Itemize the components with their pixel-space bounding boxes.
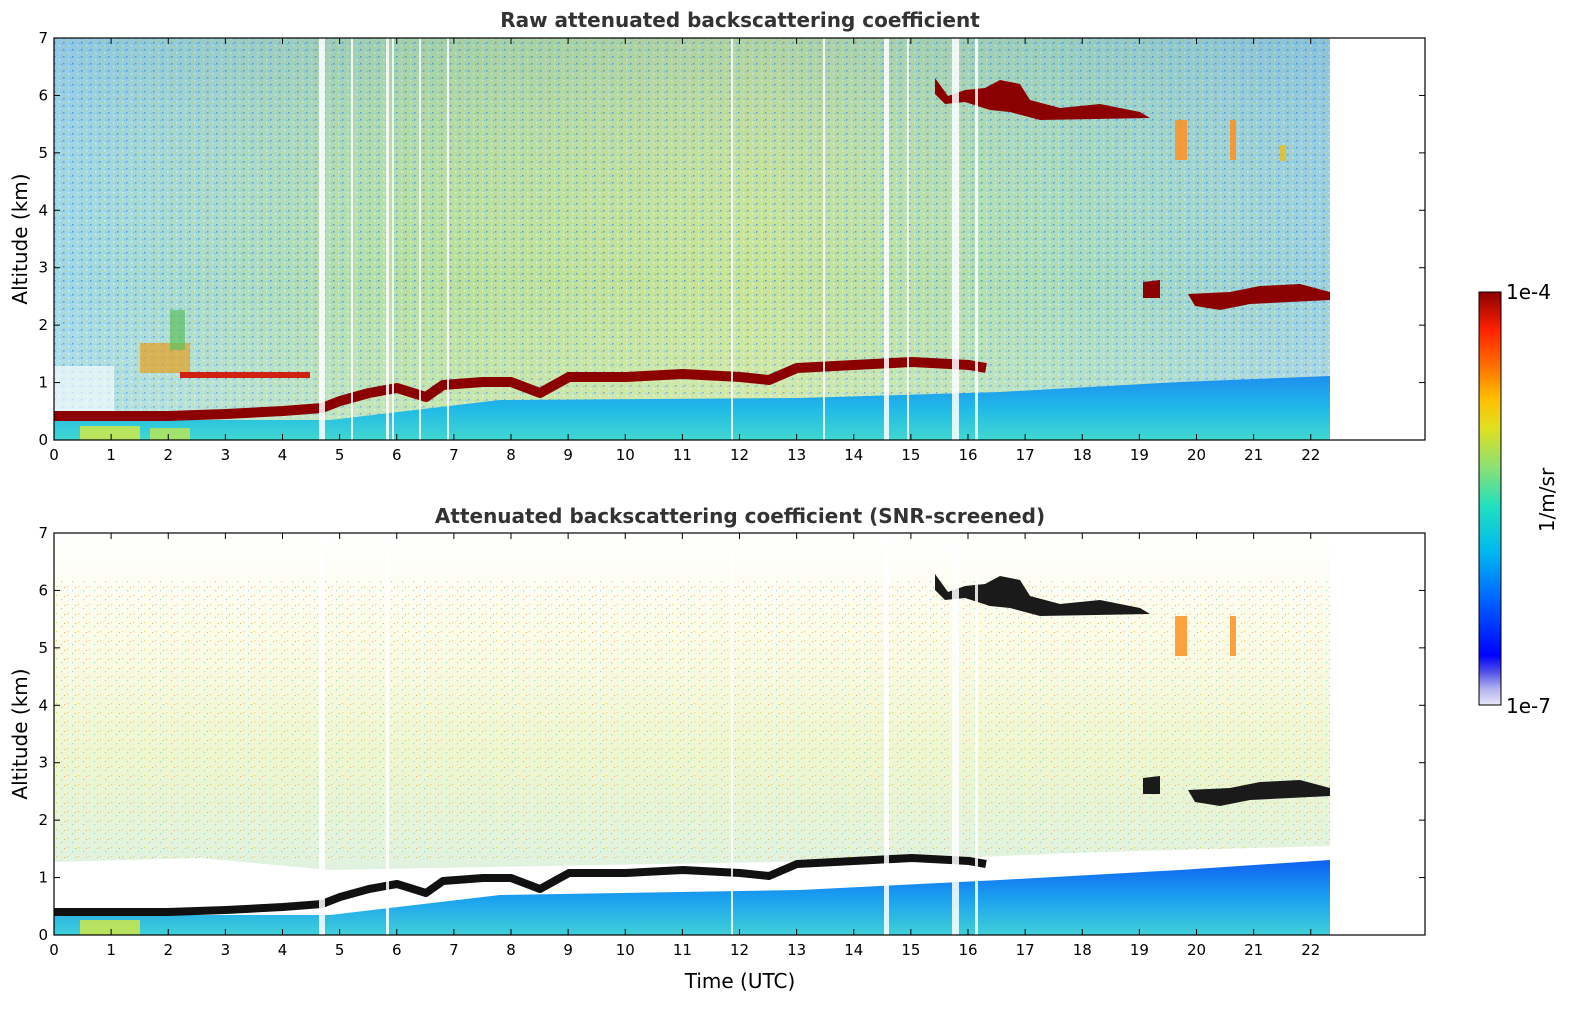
x-tick-label-9: 9 — [563, 446, 573, 464]
x-tick-label-0: 0 — [49, 941, 59, 959]
panel-snr-title: Attenuated backscattering coefficient (S… — [435, 504, 1045, 528]
x-tick-label-19: 19 — [1130, 941, 1149, 959]
x-tick-label-2: 2 — [163, 941, 173, 959]
x-tick-label-3: 3 — [221, 941, 231, 959]
y-tick-label-4: 4 — [38, 696, 48, 714]
y-tick-label-7: 7 — [38, 29, 48, 47]
x-tick-label-21: 21 — [1244, 446, 1263, 464]
x-tick-label-15: 15 — [901, 446, 920, 464]
x-tick-label-22: 22 — [1301, 941, 1320, 959]
x-tick-label-4: 4 — [278, 446, 288, 464]
heatmap-snr — [54, 533, 1330, 935]
x-tick-label-4: 4 — [278, 941, 288, 959]
y-tick-label-2: 2 — [38, 811, 48, 829]
y-tick-label-5: 5 — [38, 144, 48, 162]
y-tick-label-6: 6 — [38, 581, 48, 599]
x-tick-label-14: 14 — [844, 446, 863, 464]
x-tick-label-22: 22 — [1301, 446, 1320, 464]
x-tick-label-10: 10 — [616, 941, 635, 959]
x-tick-label-13: 13 — [787, 446, 806, 464]
y-tick-label-4: 4 — [38, 201, 48, 219]
x-tick-label-16: 16 — [958, 941, 977, 959]
colorbar: 1e-4 1e-7 1/m/sr — [1478, 280, 1559, 718]
x-tick-label-14: 14 — [844, 941, 863, 959]
x-tick-label-7: 7 — [449, 446, 459, 464]
x-tick-label-18: 18 — [1073, 446, 1092, 464]
x-tick-label-13: 13 — [787, 941, 806, 959]
colorbar-min-label: 1e-7 — [1506, 694, 1551, 718]
heatmap-raw — [54, 38, 1330, 440]
x-tick-label-3: 3 — [221, 446, 231, 464]
x-tick-label-11: 11 — [673, 941, 692, 959]
xlabel-snr: Time (UTC) — [684, 969, 796, 993]
y-tick-label-0: 0 — [38, 926, 48, 944]
panel-snr: Attenuated backscattering coefficient (S… — [8, 504, 1426, 993]
colorbar-max-label: 1e-4 — [1506, 280, 1551, 304]
x-tick-label-12: 12 — [730, 446, 749, 464]
x-tick-label-16: 16 — [958, 446, 977, 464]
x-tick-label-5: 5 — [335, 446, 345, 464]
y-tick-label-1: 1 — [38, 374, 48, 392]
colorbar-unit-label: 1/m/sr — [1535, 467, 1559, 532]
x-tick-label-2: 2 — [163, 446, 173, 464]
ylabel-snr: Altitude (km) — [8, 668, 32, 799]
x-tick-label-18: 18 — [1073, 941, 1092, 959]
x-tick-label-6: 6 — [392, 941, 402, 959]
x-tick-label-0: 0 — [49, 446, 59, 464]
x-tick-label-12: 12 — [730, 941, 749, 959]
x-tick-label-19: 19 — [1130, 446, 1149, 464]
y-tick-label-0: 0 — [38, 431, 48, 449]
y-tick-label-3: 3 — [38, 754, 48, 772]
y-tick-label-5: 5 — [38, 639, 48, 657]
x-tick-label-6: 6 — [392, 446, 402, 464]
colorbar-gradient — [1478, 291, 1502, 706]
x-tick-label-7: 7 — [449, 941, 459, 959]
x-tick-label-17: 17 — [1016, 941, 1035, 959]
x-tick-label-20: 20 — [1187, 446, 1206, 464]
x-tick-label-21: 21 — [1244, 941, 1263, 959]
x-tick-label-8: 8 — [506, 446, 516, 464]
ylabel-raw: Altitude (km) — [8, 173, 32, 304]
axes-raw: 0 1 2 3 4 5 6 7 8 9 10 11 12 13 14 15 16 17 18 19 20 21 220123… — [38, 29, 1425, 464]
x-tick-label-1: 1 — [106, 446, 116, 464]
x-tick-label-11: 11 — [673, 446, 692, 464]
y-tick-label-2: 2 — [38, 316, 48, 334]
x-tick-label-10: 10 — [616, 446, 635, 464]
x-tick-label-17: 17 — [1016, 446, 1035, 464]
panel-raw-title: Raw attenuated backscattering coefficien… — [500, 8, 980, 32]
y-tick-label-1: 1 — [38, 869, 48, 887]
x-tick-label-5: 5 — [335, 941, 345, 959]
axes-snr: 0 1 2 3 4 5 6 7 8 9 10 11 12 13 14 15 16 17 18 19 20 21 220123… — [38, 524, 1425, 959]
x-tick-label-1: 1 — [106, 941, 116, 959]
y-tick-label-6: 6 — [38, 86, 48, 104]
x-tick-label-8: 8 — [506, 941, 516, 959]
x-tick-label-15: 15 — [901, 941, 920, 959]
x-tick-label-20: 20 — [1187, 941, 1206, 959]
y-tick-label-3: 3 — [38, 259, 48, 277]
y-tick-label-7: 7 — [38, 524, 48, 542]
x-tick-label-9: 9 — [563, 941, 573, 959]
panel-raw: Raw attenuated backscattering coefficien… — [8, 8, 1426, 464]
